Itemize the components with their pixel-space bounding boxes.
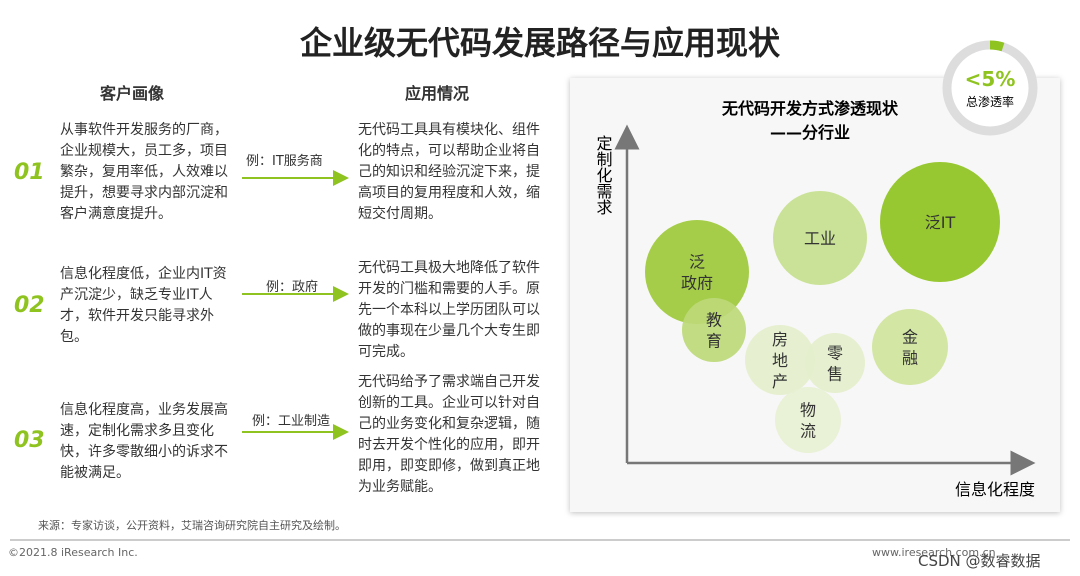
bubble-label: 地 (772, 351, 788, 370)
bubble-label: 零 (827, 344, 843, 363)
badge-segment (989, 40, 1005, 52)
bubble-label: 物 (800, 401, 816, 420)
arrows (242, 170, 349, 440)
bubble (872, 309, 948, 385)
example: 例：工业制造 (252, 414, 331, 429)
watermark: CSDN @数睿数据 (918, 552, 1041, 570)
badge-value: <5% (965, 67, 1016, 91)
bubble-label: 泛IT (925, 213, 956, 232)
badge-label: 总渗透率 (966, 94, 1014, 109)
bubble (773, 191, 867, 285)
bubble-label: 政府 (681, 274, 713, 293)
title: 企业级无代码发展路径与应用现状 (299, 24, 780, 62)
application-text: 无代码工具具有模块化、组件化的特点，可以帮助企业将自己的知识和经验沉淀下来，提高… (358, 122, 540, 222)
bubble-label: 产 (772, 372, 788, 391)
bubble (745, 325, 815, 395)
profile-text: 信息化程度高，业务发展高速，定制化需求多且变化快，许多零散细小的诉求不能被满足。 (60, 402, 228, 481)
row-number: 01 (14, 160, 45, 185)
bubble (645, 220, 749, 324)
example: 例：IT服务商 (246, 154, 323, 169)
header: 应用情况 (405, 84, 470, 103)
bubble-label: 房 (772, 330, 788, 349)
bubble-label: 流 (800, 422, 816, 441)
application-text: 无代码给予了需求端自己开发创新的工具。企业可以针对自己的业务变化和复杂逻辑，随时… (358, 374, 540, 495)
row-number: 03 (14, 428, 45, 453)
source: 来源：专家访谈，公开资料，艾瑞咨询研究院自主研究及绘制。 (38, 519, 346, 532)
bubble-label: 金 (902, 328, 918, 347)
bubble (880, 162, 1000, 282)
website: www.iresearch.com.cn (872, 546, 996, 559)
example: 例：政府 (266, 280, 319, 295)
copyright: ©2021.8 iResearch Inc. (8, 546, 138, 559)
bubble-label: 教 (706, 311, 722, 330)
application-text: 无代码工具极大地降低了软件开发的门槛和需要的人手。原先一个本科以上学历团队可以做… (358, 260, 540, 360)
bubble-label: 工业 (804, 229, 836, 248)
bubble (805, 333, 865, 393)
bubble (682, 298, 746, 362)
chart-subtitle: ——分行业 (770, 123, 850, 142)
y-axis-label: 定制化需求 (594, 135, 613, 215)
bubble (775, 387, 841, 453)
bubble-label: 泛 (689, 253, 705, 272)
axes (614, 124, 1036, 476)
bubble-label: 售 (827, 365, 843, 384)
x-axis-label: 信息化程度 (955, 480, 1035, 499)
row-number: 02 (14, 293, 45, 318)
header: 客户画像 (100, 84, 165, 103)
bubble-label: 育 (706, 332, 722, 351)
chart-title: 无代码开发方式渗透现状 (721, 99, 899, 118)
bubble-label: 融 (902, 349, 918, 368)
profile-text: 信息化程度低，企业内IT资产沉淀少，缺乏专业IT人才，软件开发只能寻求外包。 (60, 266, 227, 345)
profile-text: 从事软件开发服务的厂商，企业规模大，员工多，项目繁杂，复用率低，人效难以提升，想… (60, 122, 228, 222)
